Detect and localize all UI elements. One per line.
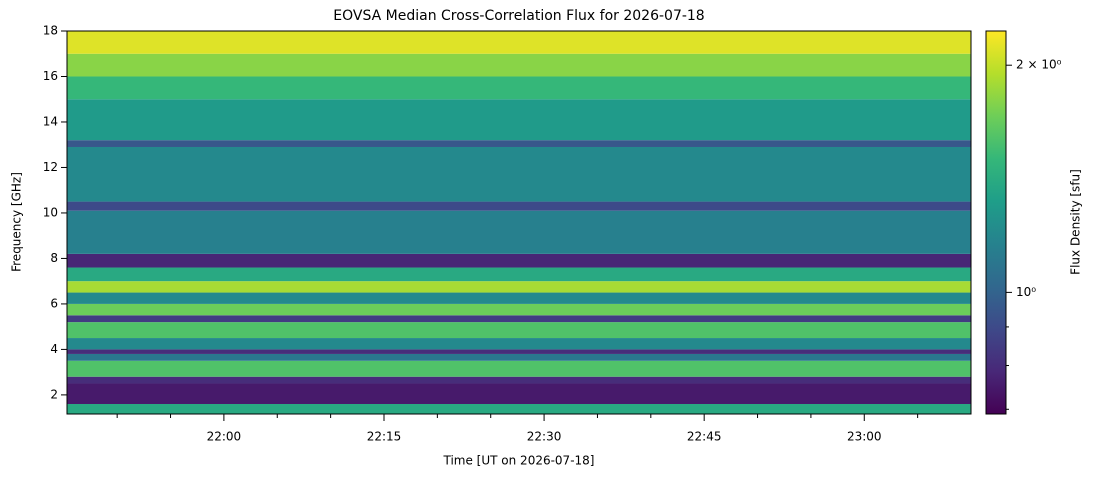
heatmap-band bbox=[67, 303, 971, 316]
heatmap-band bbox=[67, 140, 971, 147]
heatmap-band bbox=[67, 338, 971, 350]
x-axis-label: Time [UT on 2026-07-18] bbox=[443, 454, 595, 468]
y-tick-label: 12 bbox=[43, 160, 58, 174]
x-tick-label: 22:15 bbox=[367, 430, 402, 444]
chart-title: EOVSA Median Cross-Correlation Flux for … bbox=[333, 8, 704, 24]
heatmap-band bbox=[67, 31, 971, 54]
y-tick-label: 4 bbox=[50, 342, 58, 356]
heatmap-band bbox=[67, 281, 971, 293]
heatmap-band bbox=[67, 315, 971, 323]
heatmap-band bbox=[67, 353, 971, 361]
y-tick-label: 18 bbox=[43, 24, 58, 38]
heatmap-band bbox=[67, 76, 971, 100]
heatmap-band bbox=[67, 146, 971, 202]
colorbar-tick-label: 2 × 10⁰ bbox=[1016, 58, 1062, 72]
heatmap-band bbox=[67, 99, 971, 141]
heatmap-band bbox=[67, 253, 971, 268]
y-tick-label: 6 bbox=[50, 296, 58, 310]
y-tick-label: 2 bbox=[50, 387, 58, 401]
heatmap-band bbox=[67, 403, 971, 414]
y-axis-label: Frequency [GHz] bbox=[10, 172, 24, 272]
heatmap-band bbox=[67, 292, 971, 304]
heatmap-band bbox=[67, 210, 971, 254]
heatmap-band bbox=[67, 322, 971, 339]
heatmap-band bbox=[67, 201, 971, 211]
heatmap-band bbox=[67, 267, 971, 282]
y-tick-label: 8 bbox=[50, 251, 58, 265]
heatmap-band bbox=[67, 349, 971, 354]
x-tick-label: 22:45 bbox=[687, 430, 722, 444]
x-tick-label: 22:30 bbox=[527, 430, 562, 444]
y-tick-label: 10 bbox=[43, 205, 58, 219]
y-tick-label: 14 bbox=[43, 114, 58, 128]
colorbar bbox=[985, 30, 1007, 415]
y-tick-label: 16 bbox=[43, 69, 58, 83]
heatmap-band bbox=[67, 376, 971, 384]
heatmap-band bbox=[67, 360, 971, 377]
x-tick-label: 22:00 bbox=[207, 430, 242, 444]
colorbar-label: Flux Density [sfu] bbox=[1069, 169, 1083, 275]
plot-frame bbox=[66, 30, 972, 415]
x-tick-label: 23:00 bbox=[847, 430, 882, 444]
heatmap-band bbox=[67, 383, 971, 404]
heatmap-band bbox=[67, 53, 971, 77]
colorbar-tick-label: 10⁰ bbox=[1016, 285, 1036, 299]
